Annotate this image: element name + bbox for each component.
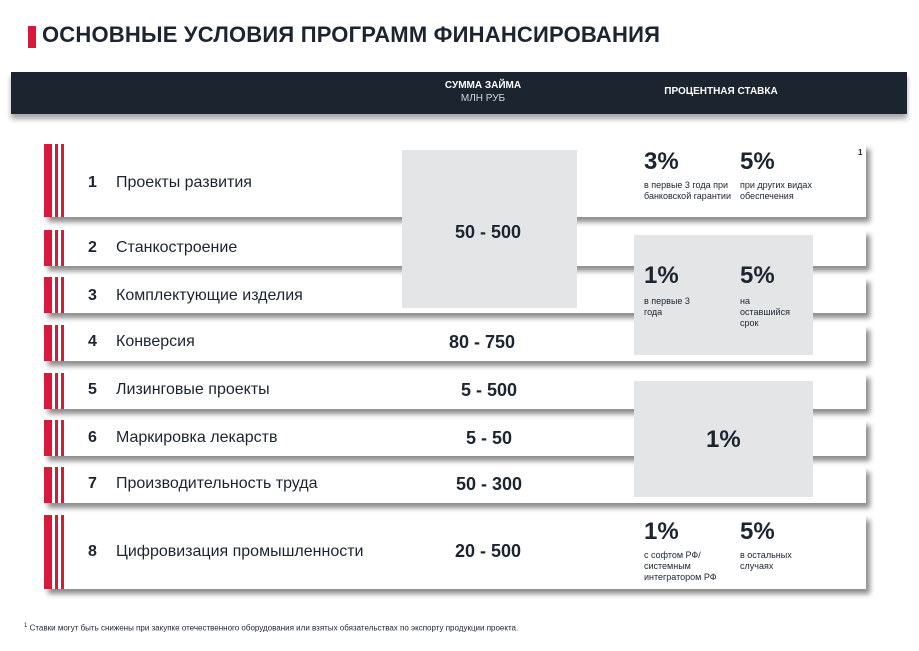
rate-note: в остальных случаях xyxy=(740,550,792,571)
rate-value: 5% xyxy=(740,518,775,545)
amount-unit-label: МЛН РУБ xyxy=(460,93,506,104)
loan-amount: 50 - 300 xyxy=(455,474,523,494)
program-name: Станкостроение xyxy=(116,239,238,256)
amount-column-header: СУММА ЗАЙМА xyxy=(444,80,522,91)
rate-value: 3% xyxy=(644,148,679,175)
loan-amount: 80 - 750 xyxy=(448,332,516,352)
program-name: Производительность труда xyxy=(116,475,318,492)
program-name: Проекты развития xyxy=(116,174,252,191)
rate-note: в первые 3 года при банковской гарантии xyxy=(644,180,731,201)
loan-amount: 5 - 50 xyxy=(465,428,513,448)
program-number: 6 xyxy=(88,429,97,446)
rate-value: 1% xyxy=(706,426,741,453)
loan-amount: 5 - 500 xyxy=(460,380,518,400)
rate-note: в первые 3 года xyxy=(644,296,690,317)
amount-panel-rows-1-3 xyxy=(402,150,577,308)
rate-column-header: ПРОЦЕНТНАЯ СТАВКА xyxy=(664,86,778,97)
loan-amount: 20 - 500 xyxy=(454,541,522,561)
rate-note: на оставшийся срок xyxy=(740,296,790,328)
rate-value: 5% xyxy=(740,148,775,175)
program-number: 1 xyxy=(88,174,97,191)
footnote: 1 Ставки могут быть снижены при закупке … xyxy=(24,623,518,633)
title-accent-bar xyxy=(28,26,36,48)
program-name: Конверсия xyxy=(116,333,195,350)
page-title: ОСНОВНЫЕ УСЛОВИЯ ПРОГРАММ ФИНАНСИРОВАНИЯ xyxy=(42,22,661,47)
footnote-marker: 1 xyxy=(858,148,863,157)
rate-value: 1% xyxy=(644,518,679,545)
program-number: 4 xyxy=(88,333,97,350)
program-number: 2 xyxy=(88,239,97,256)
rate-panel-rows-5-7 xyxy=(634,381,813,497)
program-number: 8 xyxy=(88,543,97,560)
footnote-sup: 1 xyxy=(24,623,28,629)
rate-value: 5% xyxy=(740,262,775,289)
program-number: 5 xyxy=(88,381,97,398)
table-header xyxy=(11,72,907,114)
program-number: 3 xyxy=(88,287,97,304)
program-name: Лизинговые проекты xyxy=(116,381,270,398)
loan-amount-rows-1-3: 50 - 500 xyxy=(454,222,522,242)
program-name: Цифровизация промышленности xyxy=(116,543,364,560)
rate-value: 1% xyxy=(644,262,679,289)
program-row-8: 8 Цифровизация промышленности 20 - 500 xyxy=(44,515,866,589)
program-name: Комплектующие изделия xyxy=(116,287,303,304)
rate-panel-rows-2-4 xyxy=(634,235,813,355)
rate-note: при других видах обеспечения xyxy=(740,180,812,201)
program-number: 7 xyxy=(88,475,97,492)
footnote-text: Ставки могут быть снижены при закупке от… xyxy=(29,623,519,633)
program-name: Маркировка лекарств xyxy=(116,429,278,446)
rate-note: с софтом РФ/ системным интегратором РФ xyxy=(644,550,717,582)
